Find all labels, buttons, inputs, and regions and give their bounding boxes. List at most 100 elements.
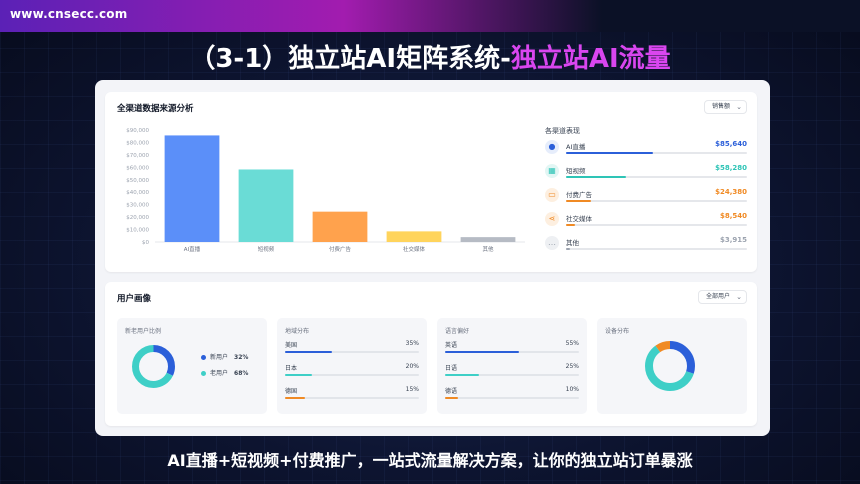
item-track [285, 397, 419, 399]
x-tick-label: 社交媒体 [403, 245, 426, 253]
language-card: 语言偏好 英语 55% 日语 25% 德语 10% [437, 318, 587, 414]
user-persona-panel: 用户画像 全部用户 ⌄ 新老用户比例 新用户 32% 老用户 68% 地域分布 美国 3… [105, 282, 757, 426]
y-tick-label: $60,000 [126, 165, 149, 171]
list-item: 日本 20% [285, 363, 419, 379]
channel-track [566, 248, 747, 250]
chevron-down-icon: ⌄ [736, 293, 742, 301]
x-tick-label: 短视频 [258, 245, 275, 253]
y-tick-label: $30,000 [126, 203, 149, 209]
donut-segment-2[interactable] [645, 341, 695, 391]
legend-old-user: 老用户 68% [201, 368, 248, 377]
panel-title: 全渠道数据来源分析 [117, 104, 194, 114]
source-analysis-panel: 全渠道数据来源分析 销售额 ⌄ $0 $10,000 $20,000 $30,000 $4… [105, 92, 757, 272]
bar-3[interactable] [386, 231, 442, 242]
card-title: 地域分布 [285, 328, 310, 335]
metric-dropdown[interactable]: 销售额 ⌄ [703, 100, 747, 114]
channel-value: $8,540 [719, 212, 747, 220]
channel-fill [566, 200, 592, 202]
y-tick-label: $70,000 [126, 153, 149, 159]
channel-value: $58,280 [715, 164, 747, 172]
item-value: 20% [405, 363, 419, 370]
item-value: 10% [565, 386, 579, 393]
bar-4[interactable] [460, 237, 516, 242]
headline-accent: 独立站AI流量 [510, 44, 671, 74]
device-card: 设备分布 [597, 318, 747, 414]
item-fill [445, 374, 479, 376]
headline-main: （3-1）独立站AI矩阵系统- [189, 44, 511, 74]
site-url[interactable]: www.cnsecc.com [10, 7, 128, 21]
item-track [285, 374, 419, 376]
bar-2[interactable] [312, 211, 368, 242]
item-track [445, 397, 579, 399]
dropdown-value: 销售额 [711, 103, 730, 110]
x-tick-label: AI直播 [184, 245, 201, 253]
region-card: 地域分布 美国 35% 日本 20% 德国 15% [277, 318, 427, 414]
channel-name: 其他 [566, 239, 579, 247]
item-fill [445, 397, 459, 399]
item-fill [285, 351, 332, 353]
channel-track [566, 176, 747, 178]
item-value: 15% [405, 386, 419, 393]
item-fill [445, 351, 519, 353]
item-fill [285, 397, 306, 399]
video-icon: ▦ [545, 164, 559, 178]
bar-1[interactable] [238, 169, 294, 242]
donut-segment-1[interactable] [132, 345, 175, 388]
y-tick-label: $90,000 [126, 128, 149, 134]
chevron-down-icon: ⌄ [736, 103, 742, 111]
x-tick-label: 其他 [482, 245, 494, 253]
channel-value: $3,915 [719, 236, 747, 244]
new-old-donut [132, 345, 175, 388]
item-label: 德语 [445, 388, 458, 395]
channel-row[interactable]: ⋖ 社交媒体 $8,540 [545, 212, 747, 232]
item-label: 日本 [285, 365, 298, 372]
donut-segment-1[interactable] [645, 341, 695, 391]
channel-row[interactable]: … 其他 $3,915 [545, 236, 747, 256]
share-icon: ⋖ [545, 212, 559, 226]
legend-dot [201, 371, 206, 376]
legend-value: 68% [234, 370, 249, 377]
item-value: 35% [405, 340, 419, 347]
channel-value: $85,640 [715, 140, 747, 148]
dropdown-value: 全部用户 [705, 293, 730, 300]
list-item: 英语 55% [445, 340, 579, 356]
channels-title: 各渠道表现 [545, 127, 580, 135]
device-donut [645, 341, 695, 391]
play-icon: ● [545, 140, 559, 154]
channel-track [566, 200, 747, 202]
channel-name: AI直播 [566, 143, 586, 151]
channel-fill [566, 152, 653, 154]
item-label: 德国 [285, 388, 298, 395]
card-title: 语言偏好 [445, 328, 470, 335]
panel-title: 用户画像 [117, 294, 152, 304]
y-tick-label: $50,000 [126, 178, 149, 184]
legend-label: 老用户 [210, 370, 229, 377]
channel-name: 付费广告 [566, 191, 592, 199]
channel-value: $24,380 [715, 188, 747, 196]
legend-value: 32% [234, 354, 249, 361]
channel-fill [566, 176, 626, 178]
y-tick-label: $20,000 [126, 215, 149, 221]
x-tick-label: 付费广告 [329, 245, 352, 253]
top-banner: www.cnsecc.com [0, 0, 860, 32]
card-icon: ▭ [545, 188, 559, 202]
list-item: 德国 15% [285, 386, 419, 402]
channel-row[interactable]: ▦ 短视频 $58,280 [545, 164, 747, 184]
item-label: 美国 [285, 342, 298, 349]
legend-dot [201, 355, 206, 360]
item-value: 55% [565, 340, 579, 347]
legend-label: 新用户 [210, 354, 229, 361]
item-track [445, 374, 579, 376]
item-fill [285, 374, 312, 376]
channel-fill [566, 224, 576, 226]
y-tick-label: $0 [142, 240, 149, 246]
user-filter-dropdown[interactable]: 全部用户 ⌄ [697, 290, 747, 304]
list-item: 德语 10% [445, 386, 579, 402]
page-headline: （3-1）独立站AI矩阵系统-独立站AI流量 [0, 38, 860, 75]
footer-tagline: AI直播+短视频+付费推广，一站式流量解决方案，让你的独立站订单暴涨 [167, 451, 693, 470]
channel-name: 社交媒体 [566, 215, 592, 223]
channel-row[interactable]: ● AI直播 $85,640 [545, 140, 747, 160]
bar-0[interactable] [164, 135, 220, 242]
new-old-card: 新老用户比例 新用户 32% 老用户 68% [117, 318, 267, 414]
channel-row[interactable]: ▭ 付费广告 $24,380 [545, 188, 747, 208]
